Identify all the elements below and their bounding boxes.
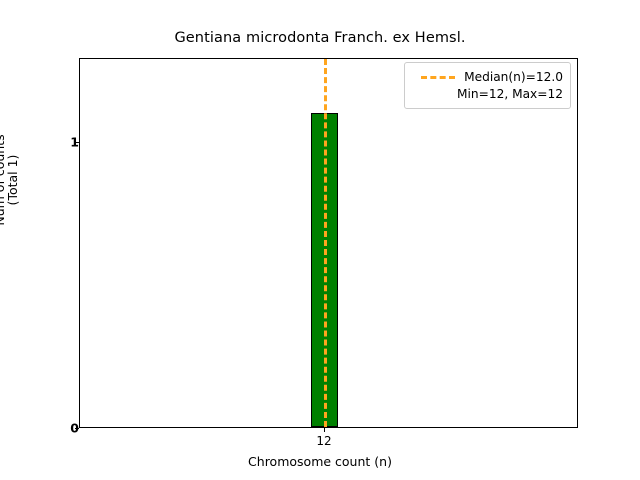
median-line <box>324 59 327 427</box>
legend-blank-icon <box>414 88 448 100</box>
x-axis-label: Chromosome count (n) <box>248 454 392 469</box>
x-tick-label-12: 12 <box>316 434 332 448</box>
legend-entry-minmax: Min=12, Max=12 <box>412 85 563 102</box>
chart-title: Gentiana microdonta Franch. ex Hemsl. <box>174 30 466 46</box>
plot-area <box>79 58 578 428</box>
x-tick-mark-12 <box>324 428 325 432</box>
y-tick-label-1: 1 <box>70 134 79 150</box>
legend-dashed-line-icon <box>421 71 456 83</box>
chart-legend[interactable]: Median(n)=12.0 Min=12, Max=12 <box>404 62 571 109</box>
y-tick-label-0: 0 <box>70 420 79 436</box>
y-axis-label-line2: (Total 1) <box>5 154 21 206</box>
legend-label-minmax: Min=12, Max=12 <box>456 86 563 101</box>
y-axis-label: Num of counts (Total 1) <box>0 20 21 340</box>
y-tick-mark-0 <box>75 428 79 429</box>
y-tick-mark-1 <box>75 142 79 143</box>
plot-inner <box>80 59 577 427</box>
legend-entry-median: Median(n)=12.0 <box>412 68 563 85</box>
x-axis: 12 <box>79 428 578 480</box>
y-axis: Num of counts (Total 1) 0 1 <box>0 0 79 480</box>
legend-label-median: Median(n)=12.0 <box>464 69 563 84</box>
